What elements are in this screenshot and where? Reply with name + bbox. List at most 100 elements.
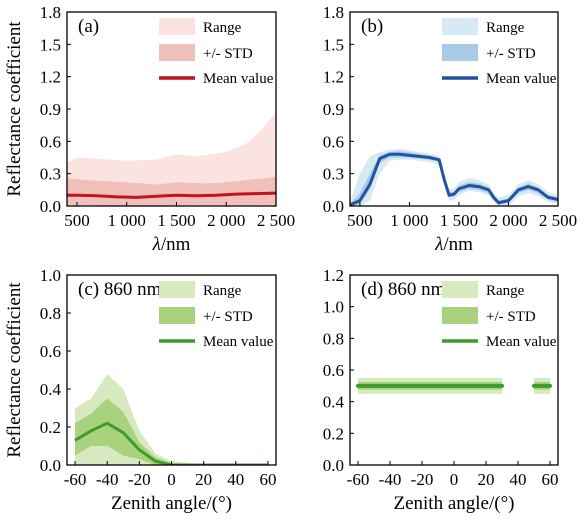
- plot-area: [356, 377, 552, 394]
- panel-label: (d) 860 nm: [361, 279, 446, 300]
- legend-item-std: +/- STD: [442, 44, 536, 62]
- legend-item-mean: Mean value: [442, 71, 557, 87]
- legend-swatch-range: [442, 18, 478, 35]
- legend-label-range: Range: [203, 20, 242, 36]
- plot-frame: [349, 274, 559, 466]
- legend-item-range: Range: [442, 18, 525, 36]
- x-tick-label: 0: [450, 470, 459, 489]
- x-axis-label: λ/nm: [152, 234, 191, 255]
- x-tick-label: -40: [379, 470, 402, 489]
- legend-item-mean: Mean value: [442, 334, 557, 350]
- x-tick-label: 2 000: [489, 211, 527, 230]
- legend-swatch-std: [159, 44, 195, 61]
- legend-item-range: Range: [442, 281, 525, 299]
- panel-2: 500 1 000 1 500 2 000 2 500 0.0 0.3 0.6 0.9 1.2 1.…: [323, 3, 577, 255]
- x-tick-label: 2 500: [539, 211, 577, 230]
- y-axis-label: Reflectance coefficient: [4, 282, 25, 458]
- y-tick-label: 0.4: [40, 380, 62, 399]
- y-tick-label: 1.8: [40, 3, 61, 22]
- legend-label-mean: Mean value: [203, 334, 274, 350]
- legend: Range +/- STD Mean value: [442, 281, 557, 350]
- x-axis-label: Zenith angle/(°): [393, 493, 514, 514]
- legend-item-std: +/- STD: [442, 307, 536, 325]
- y-tick-label: 0.8: [323, 329, 344, 348]
- legend-label-mean: Mean value: [203, 71, 274, 87]
- y-tick-label: 0.6: [40, 342, 61, 361]
- mean-line: [74, 421, 268, 465]
- legend-swatch-range: [159, 18, 195, 35]
- legend-label-std: +/- STD: [486, 309, 536, 325]
- x-tick-label: 500: [64, 211, 90, 230]
- x-tick-label: -40: [96, 470, 119, 489]
- legend-label-std: +/- STD: [486, 46, 536, 62]
- y-tick-label: 0.9: [323, 100, 344, 119]
- x-tick-label: 60: [542, 470, 559, 489]
- y-tick-label: 0.0: [323, 456, 344, 475]
- y-tick-label: 1.2: [40, 68, 61, 87]
- legend-label-range: Range: [203, 283, 242, 299]
- x-tick-label: 60: [259, 470, 276, 489]
- y-tick-label: 0.4: [323, 393, 345, 412]
- std-band: [75, 398, 268, 465]
- std-band: [67, 176, 276, 206]
- panel-1: 500 1 000 1 500 2 000 2 500 0.0 0.3 0.6 0.9 1.2 1.…: [4, 3, 295, 255]
- x-tick-label: -20: [411, 470, 434, 489]
- mean-line: [350, 152, 558, 206]
- y-tick-label: 1.5: [323, 35, 344, 54]
- legend-label-mean: Mean value: [486, 71, 557, 87]
- legend-swatch-std: [159, 307, 195, 324]
- x-tick-label: 0: [167, 470, 176, 489]
- y-tick-label: 0.6: [40, 132, 61, 151]
- x-axis-label-unit: /nm: [161, 234, 191, 255]
- legend-item-mean: Mean value: [159, 334, 274, 350]
- legend-item-range: Range: [159, 281, 242, 299]
- y-tick-label: 1.0: [40, 266, 61, 285]
- y-tick-label: 0.6: [323, 361, 344, 380]
- x-tick-label: 1 000: [108, 211, 146, 230]
- legend-item-std: +/- STD: [159, 44, 253, 62]
- legend-label-std: +/- STD: [203, 309, 253, 325]
- x-tick-label: -20: [128, 470, 151, 489]
- legend-label-range: Range: [486, 20, 525, 36]
- legend-item-mean: Mean value: [159, 71, 274, 87]
- legend-swatch-range: [442, 281, 478, 298]
- legend-label-std: +/- STD: [203, 46, 253, 62]
- y-tick-label: 0.2: [40, 418, 61, 437]
- x-tick-label: 20: [195, 470, 212, 489]
- legend-swatch-std: [442, 307, 478, 324]
- x-tick-label: 2 500: [257, 211, 295, 230]
- y-tick-label: 0.3: [40, 165, 61, 184]
- legend: Range +/- STD Mean value: [442, 18, 557, 87]
- x-tick-label: 500: [347, 211, 373, 230]
- x-tick-label: 1 500: [440, 211, 478, 230]
- x-axis-label-symbol: λ: [434, 234, 443, 255]
- y-tick-label: 0.2: [323, 424, 344, 443]
- x-axis-label-unit: /nm: [443, 234, 473, 255]
- plot-area: [74, 373, 268, 465]
- mean-line: [67, 191, 276, 199]
- y-tick-label: 1.0: [323, 298, 344, 317]
- panel-3: -60 -40 -20 0 20 40 60 0.0 0.2 0.4 0.6 0.8 1.0 Zenith…: [4, 266, 277, 514]
- legend: Range +/- STD Mean value: [159, 281, 274, 350]
- legend-item-range: Range: [159, 18, 242, 36]
- plot-area: [67, 113, 276, 206]
- y-tick-label: 1.5: [40, 35, 61, 54]
- panel-label: (a): [78, 16, 99, 37]
- x-tick-label: -60: [347, 470, 370, 489]
- legend-item-std: +/- STD: [159, 307, 253, 325]
- x-axis-label-symbol: λ: [152, 234, 161, 255]
- x-tick-label: -60: [64, 470, 87, 489]
- x-tick-label: 2 000: [207, 211, 245, 230]
- y-tick-label: 1.8: [323, 3, 344, 22]
- legend-swatch-std: [442, 44, 478, 61]
- y-tick-label: 0.3: [323, 165, 344, 184]
- panel-label: (c) 860 nm: [78, 279, 162, 300]
- x-axis-label: λ/nm: [434, 234, 473, 255]
- x-axis-label: Zenith angle/(°): [111, 493, 232, 514]
- plot-frame: [349, 11, 559, 207]
- plot-area: [350, 148, 558, 206]
- x-tick-label: 20: [478, 470, 495, 489]
- legend-label-range: Range: [486, 283, 525, 299]
- panel-4: -60 -40 -20 0 20 40 60 0.0 0.2 0.4 0.6 0.8 1.0 1.2 Zen…: [323, 266, 559, 514]
